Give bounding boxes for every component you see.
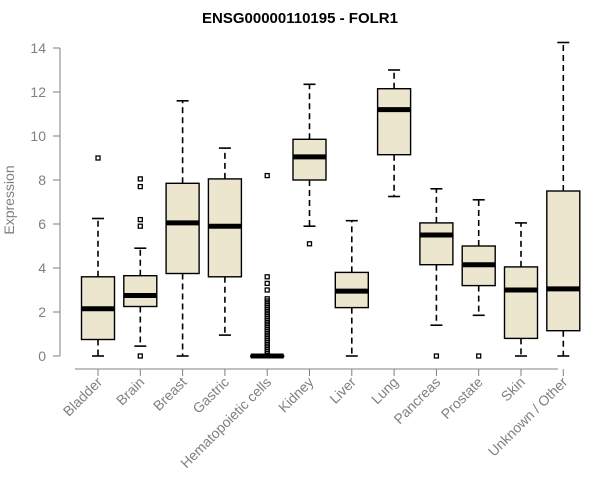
y-tick-label: 10 xyxy=(30,128,46,144)
box-lung xyxy=(376,69,412,198)
box-iqr xyxy=(165,182,200,275)
outlier-point xyxy=(264,274,270,280)
y-axis-label: Expression xyxy=(1,165,17,234)
box-series xyxy=(80,41,581,359)
x-tick-label: Pancreas xyxy=(390,374,443,427)
y-tick-label: 0 xyxy=(38,348,46,364)
chart-title: ENSG00000110195 - FOLR1 xyxy=(202,10,398,27)
x-tick-label: Unknown / Other xyxy=(485,374,571,460)
x-tick-label: Brain xyxy=(113,374,147,408)
outlier-point xyxy=(306,241,313,247)
box-pancreas xyxy=(419,188,454,359)
outlier-point xyxy=(137,216,143,223)
x-tick-label: Lung xyxy=(368,374,401,407)
y-tick-label: 4 xyxy=(38,260,46,276)
box-iqr xyxy=(546,190,581,332)
outlier-point xyxy=(137,176,143,182)
box-iqr xyxy=(376,87,412,156)
outlier-point xyxy=(476,353,482,359)
y-tick-label: 14 xyxy=(30,40,46,56)
x-tick-label: Kidney xyxy=(275,374,317,416)
box-unknown-other xyxy=(546,41,581,357)
x-tick-label: Liver xyxy=(326,374,359,407)
box-prostate xyxy=(461,199,496,359)
x-tick-label: Skin xyxy=(498,374,529,405)
y-ticks: 0 2 4 6 8 10 12 14 xyxy=(30,40,60,364)
x-tick-label: Bladder xyxy=(60,374,106,420)
box-breast xyxy=(165,100,200,357)
box-iqr xyxy=(292,138,327,181)
box-kidney xyxy=(292,83,327,247)
outlier-point xyxy=(264,287,270,293)
box-iqr xyxy=(123,275,158,308)
outlier-point xyxy=(137,223,143,229)
box-liver xyxy=(334,219,369,357)
box-iqr xyxy=(419,222,454,266)
box-brain xyxy=(123,176,158,359)
y-tick-label: 6 xyxy=(38,216,46,232)
box-hematopoietic-cells xyxy=(249,172,285,359)
outlier-point xyxy=(264,280,270,287)
outlier-point xyxy=(264,296,270,302)
x-tick-label: Prostate xyxy=(438,374,486,422)
box-bladder xyxy=(80,155,116,357)
outlier-point xyxy=(137,353,143,359)
box-gastric xyxy=(207,147,243,336)
y-tick-label: 2 xyxy=(38,304,46,320)
outlier-point xyxy=(137,183,143,190)
y-tick-label: 12 xyxy=(30,84,46,100)
outlier-point xyxy=(95,155,101,161)
y-tick-label: 8 xyxy=(38,172,46,188)
box-skin xyxy=(503,222,539,357)
box-iqr xyxy=(503,266,539,340)
x-tick-label: Breast xyxy=(150,374,190,414)
outlier-point xyxy=(264,172,270,179)
outlier-point xyxy=(433,353,440,359)
